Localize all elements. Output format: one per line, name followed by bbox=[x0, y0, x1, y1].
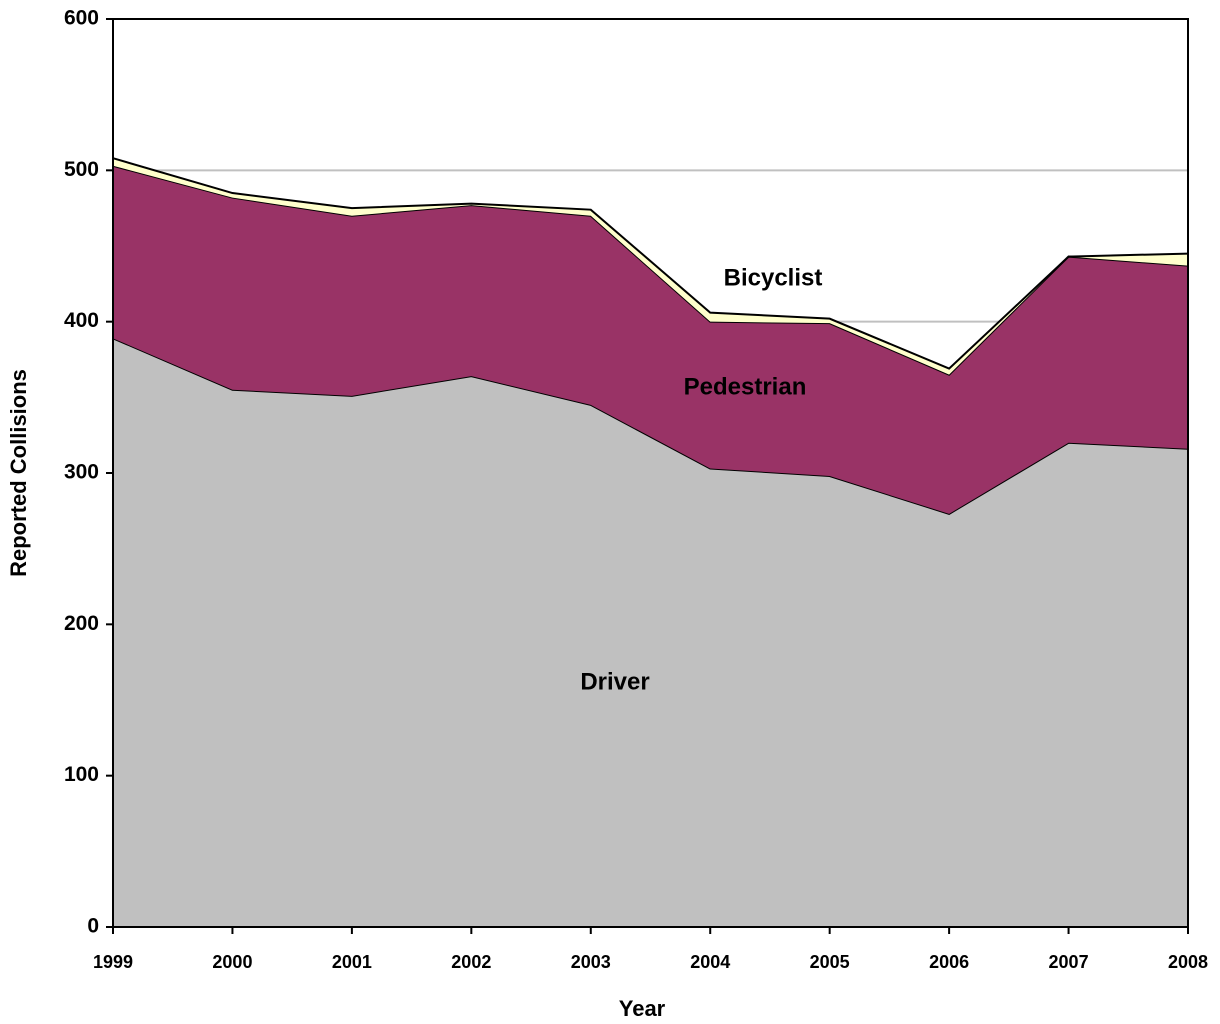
x-tick-label: 2007 bbox=[1049, 952, 1089, 972]
series-label: Driver bbox=[580, 668, 649, 695]
y-tick-label: 600 bbox=[64, 7, 99, 30]
y-axis-label: Reported Collisions bbox=[6, 369, 31, 577]
area bbox=[113, 158, 1188, 375]
x-tick-label: 2001 bbox=[332, 952, 372, 972]
x-tick-label: 2000 bbox=[212, 952, 252, 972]
y-tick-label: 500 bbox=[64, 158, 99, 181]
x-tick-label: 2008 bbox=[1168, 952, 1208, 972]
area bbox=[113, 165, 1188, 514]
y-tick-label: 400 bbox=[64, 309, 99, 332]
area-edge bbox=[112, 157, 1189, 370]
y-tick-label: 0 bbox=[87, 915, 99, 938]
x-tick-label: 2003 bbox=[571, 952, 611, 972]
y-tick-label: 200 bbox=[64, 612, 99, 635]
x-axis-label: Year bbox=[619, 996, 666, 1021]
x-tick-label: 2006 bbox=[929, 952, 969, 972]
x-tick-label: 1999 bbox=[93, 952, 133, 972]
x-tick-label: 2005 bbox=[810, 952, 850, 972]
series-label: Bicyclist bbox=[724, 264, 823, 291]
area bbox=[113, 338, 1188, 927]
y-tick-label: 100 bbox=[64, 763, 99, 786]
x-tick-label: 2002 bbox=[451, 952, 491, 972]
series-label: Pedestrian bbox=[684, 373, 807, 400]
x-tick-label: 2004 bbox=[690, 952, 730, 972]
y-tick-label: 300 bbox=[64, 461, 99, 484]
